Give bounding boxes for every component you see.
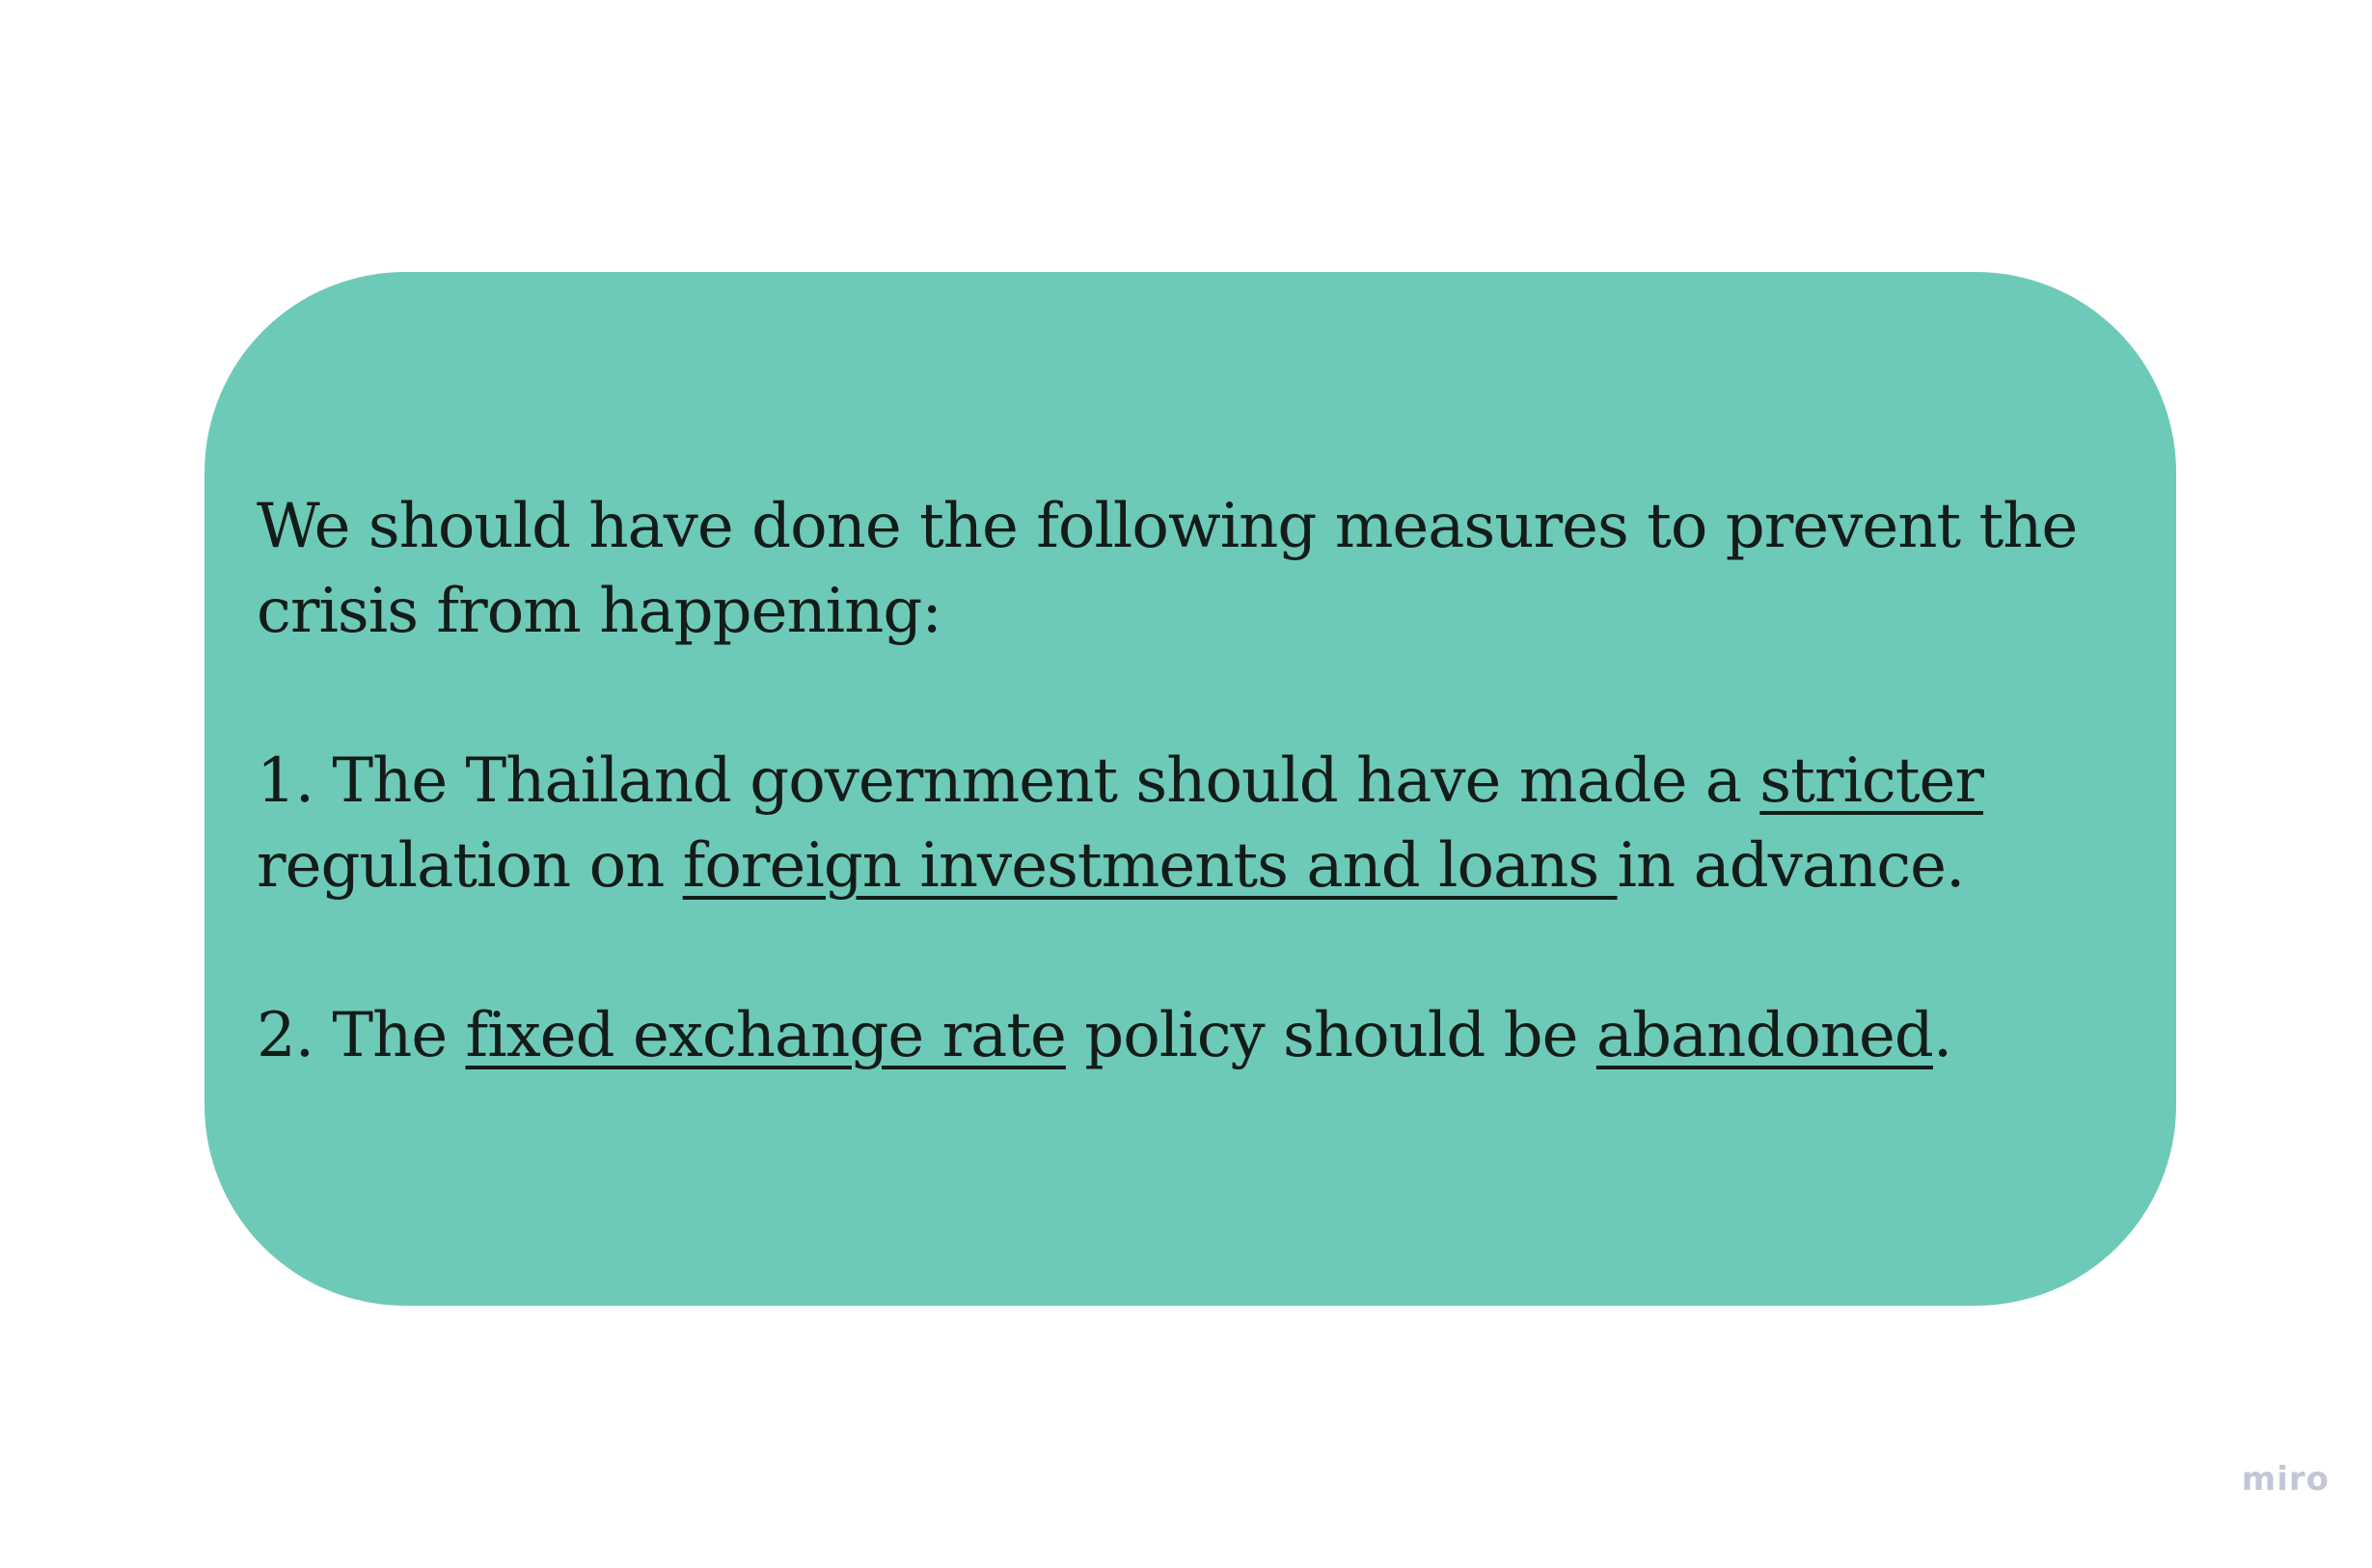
underlined-stricter: stricter: [1759, 745, 1984, 817]
underlined-fixed-exchange-rate: fixed exchange rate: [465, 1000, 1067, 1071]
intro-paragraph: We should have done the following measur…: [257, 491, 2078, 647]
underlined-foreign-investments: foreign investments and loans: [682, 830, 1618, 902]
measure-item-1-text-c: in advance.: [1617, 830, 1966, 902]
measure-item-2: 2. The fixed exchange rate policy should…: [257, 993, 2147, 1078]
measure-item-1-text-b: regulation on: [257, 830, 683, 902]
underlined-abandoned: abandoned: [1595, 1000, 1934, 1071]
note-card[interactable]: We should have done the following measur…: [204, 272, 2176, 1306]
note-card-text: We should have done the following measur…: [257, 484, 2147, 1078]
measure-item-2-text-b: policy should be: [1065, 1000, 1596, 1071]
measure-item-1-text-a: 1. The Thailand government should have m…: [257, 745, 1760, 817]
measure-item-1: 1. The Thailand government should have m…: [257, 739, 2147, 908]
miro-watermark-logo: miro: [2241, 1460, 2330, 1499]
measure-item-2-text-a: 2. The: [257, 1000, 466, 1071]
measure-item-2-text-c: .: [1932, 1000, 1952, 1071]
